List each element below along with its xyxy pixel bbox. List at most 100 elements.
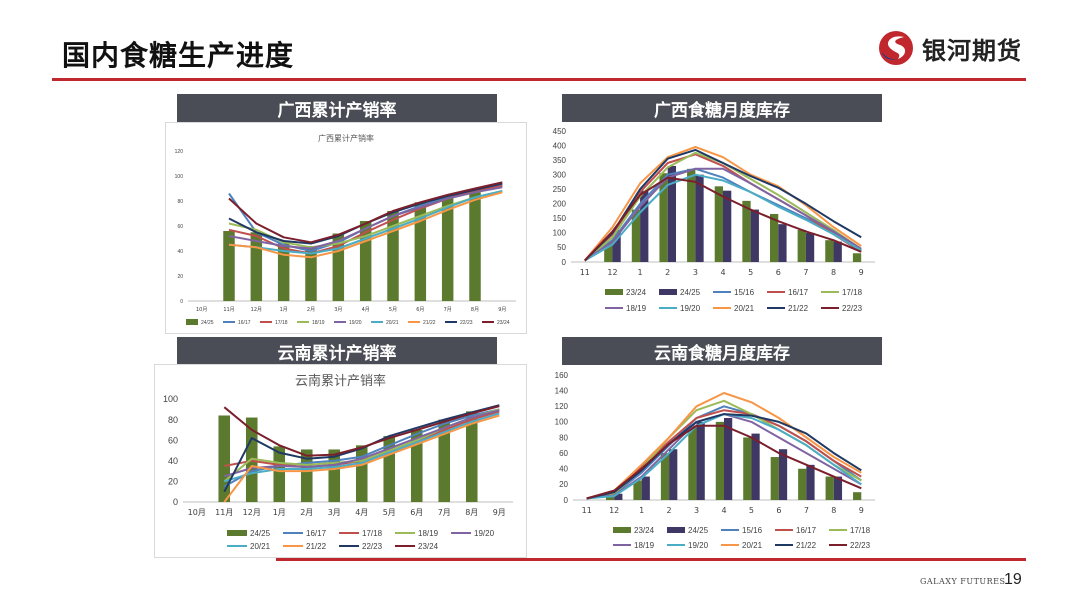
y-tick-label: 140: [555, 386, 569, 395]
legend-label-22/23: 22/23: [362, 542, 383, 551]
gx-rate-chart: 广西累计产销率 0 20 40 60 80 100 120 10月 11月 12月 1月 2月 3月 4月 5…: [165, 122, 527, 334]
bar-24/25: [778, 224, 787, 262]
x-tick-label: 4月: [355, 508, 368, 517]
y-tick-label: 80: [168, 415, 178, 425]
y-tick-label: 250: [553, 185, 567, 194]
bar-23/24: [604, 241, 613, 262]
bar-24/25: [355, 445, 368, 502]
x-tick-label: 11: [582, 506, 592, 515]
gx-stock-header: 广西食糖月度库存: [562, 94, 882, 122]
y-tick-label: 100: [175, 174, 184, 180]
x-tick-label: 8月: [471, 307, 479, 313]
x-tick-label: 7: [803, 268, 808, 277]
chart-title: 广西累计产销率: [318, 133, 374, 143]
gx-stock-chart: 0 50 100 150 200 250 300 350 400 450 11 12 1 2 3 4 5 6 7 8 9…: [545, 122, 885, 317]
bar-23/24: [688, 425, 697, 500]
x-tick-label: 6: [776, 268, 781, 277]
series-line-22/23: [586, 424, 862, 500]
bar-24/25: [696, 421, 705, 500]
x-tick-label: 3: [694, 506, 699, 515]
bar-23/24: [659, 173, 668, 262]
y-tick-label: 20: [559, 480, 568, 489]
bar-24/25: [465, 411, 478, 502]
gx-rate-chart-svg: 广西累计产销率 0 20 40 60 80 100 120 10月 11月 12月 1月 2月 3月 4月 5…: [175, 133, 516, 326]
x-tick-label: 1: [638, 268, 643, 277]
yn-rate-chart-svg: 云南累计产销率 0 20 40 60 80 100 10月 11月 12月 1月 2月 3月 4月 5月 6月…: [163, 373, 513, 551]
bar-24/25: [833, 241, 842, 262]
yn-rate-header: 云南累计产销率: [177, 337, 497, 365]
x-tick-label: 9月: [498, 307, 506, 313]
bar-24/25: [750, 209, 759, 262]
y-tick-label: 50: [557, 243, 566, 252]
x-tick-label: 9月: [493, 508, 506, 517]
legend-label-16/17: 16/17: [238, 320, 251, 326]
bar-24/25: [723, 190, 732, 262]
series-line-18/19: [584, 167, 862, 262]
y-tick-label: 200: [553, 200, 567, 209]
legend-label-18/19: 18/19: [626, 304, 647, 313]
legend-label-15/16: 15/16: [742, 526, 763, 535]
legend-label-19/20: 19/20: [349, 320, 362, 326]
bar-23/24: [660, 453, 670, 500]
y-tick-label: 400: [553, 141, 567, 150]
bar-24/25: [667, 165, 677, 262]
x-tick-label: 2: [665, 268, 670, 277]
y-tick-label: 60: [559, 449, 568, 458]
x-tick-label: 1: [639, 506, 644, 515]
bar-24/25: [640, 190, 649, 262]
bar-24/25: [414, 202, 427, 301]
x-tick-label: 10月: [188, 508, 206, 517]
x-tick-label: 1月: [273, 508, 286, 517]
brand-name: 银河期货: [922, 36, 1022, 65]
x-tick-label: 5: [749, 506, 754, 515]
x-tick-label: 12月: [243, 508, 261, 517]
bar-24/25: [332, 233, 345, 301]
legend-label-19/20: 19/20: [474, 529, 495, 538]
legend-label-17/18: 17/18: [275, 320, 288, 326]
gx-rate-header: 广西累计产销率: [177, 94, 497, 122]
x-tick-label: 1月: [280, 307, 288, 313]
x-tick-label: 3月: [328, 508, 341, 517]
x-tick-label: 2: [667, 506, 672, 515]
x-tick-label: 2月: [307, 307, 315, 313]
y-tick-label: 60: [168, 435, 178, 445]
legend-label-16/17: 16/17: [796, 526, 817, 535]
bar-23/24: [825, 240, 834, 262]
y-tick-label: 100: [163, 394, 178, 404]
x-tick-label: 12月: [251, 307, 262, 313]
series-line-16/17: [223, 408, 500, 488]
x-tick-label: 3月: [334, 307, 342, 313]
bar-24/25: [305, 246, 317, 301]
x-tick-label: 7月: [444, 307, 452, 313]
y-tick-label: 80: [559, 433, 568, 442]
yn-stock-header: 云南食糖月度库存: [562, 337, 882, 365]
series-line-20/21: [586, 392, 862, 500]
series-line-21/22: [584, 148, 862, 262]
bar-24/25: [805, 232, 815, 262]
y-tick-label: 100: [553, 229, 567, 238]
y-tick-label: 300: [553, 170, 567, 179]
bar-23/24: [853, 492, 862, 500]
legend-swatch-24/25: [186, 319, 198, 325]
x-tick-label: 12: [607, 268, 617, 277]
legend-label-19/20: 19/20: [680, 304, 701, 313]
x-tick-label: 5: [748, 268, 753, 277]
y-tick-label: 40: [168, 456, 178, 466]
bar-23/24: [743, 437, 752, 500]
legend-label-21/22: 21/22: [788, 304, 809, 313]
series-line-19/20: [584, 173, 862, 262]
legend-label-17/18: 17/18: [842, 288, 863, 297]
bar-24/25: [300, 449, 313, 502]
legend-label-23/24: 23/24: [497, 320, 510, 326]
legend-label-20/21: 20/21: [386, 320, 399, 326]
legend-label-21/22: 21/22: [423, 320, 436, 326]
legend-swatch-23/24: [613, 527, 631, 533]
x-tick-label: 7: [804, 506, 809, 515]
y-tick-label: 0: [564, 496, 569, 505]
bar-24/25: [250, 232, 263, 301]
page-number: 19: [1004, 571, 1022, 588]
bar-24/25: [806, 464, 815, 500]
legend-label-22/23: 22/23: [842, 304, 863, 313]
